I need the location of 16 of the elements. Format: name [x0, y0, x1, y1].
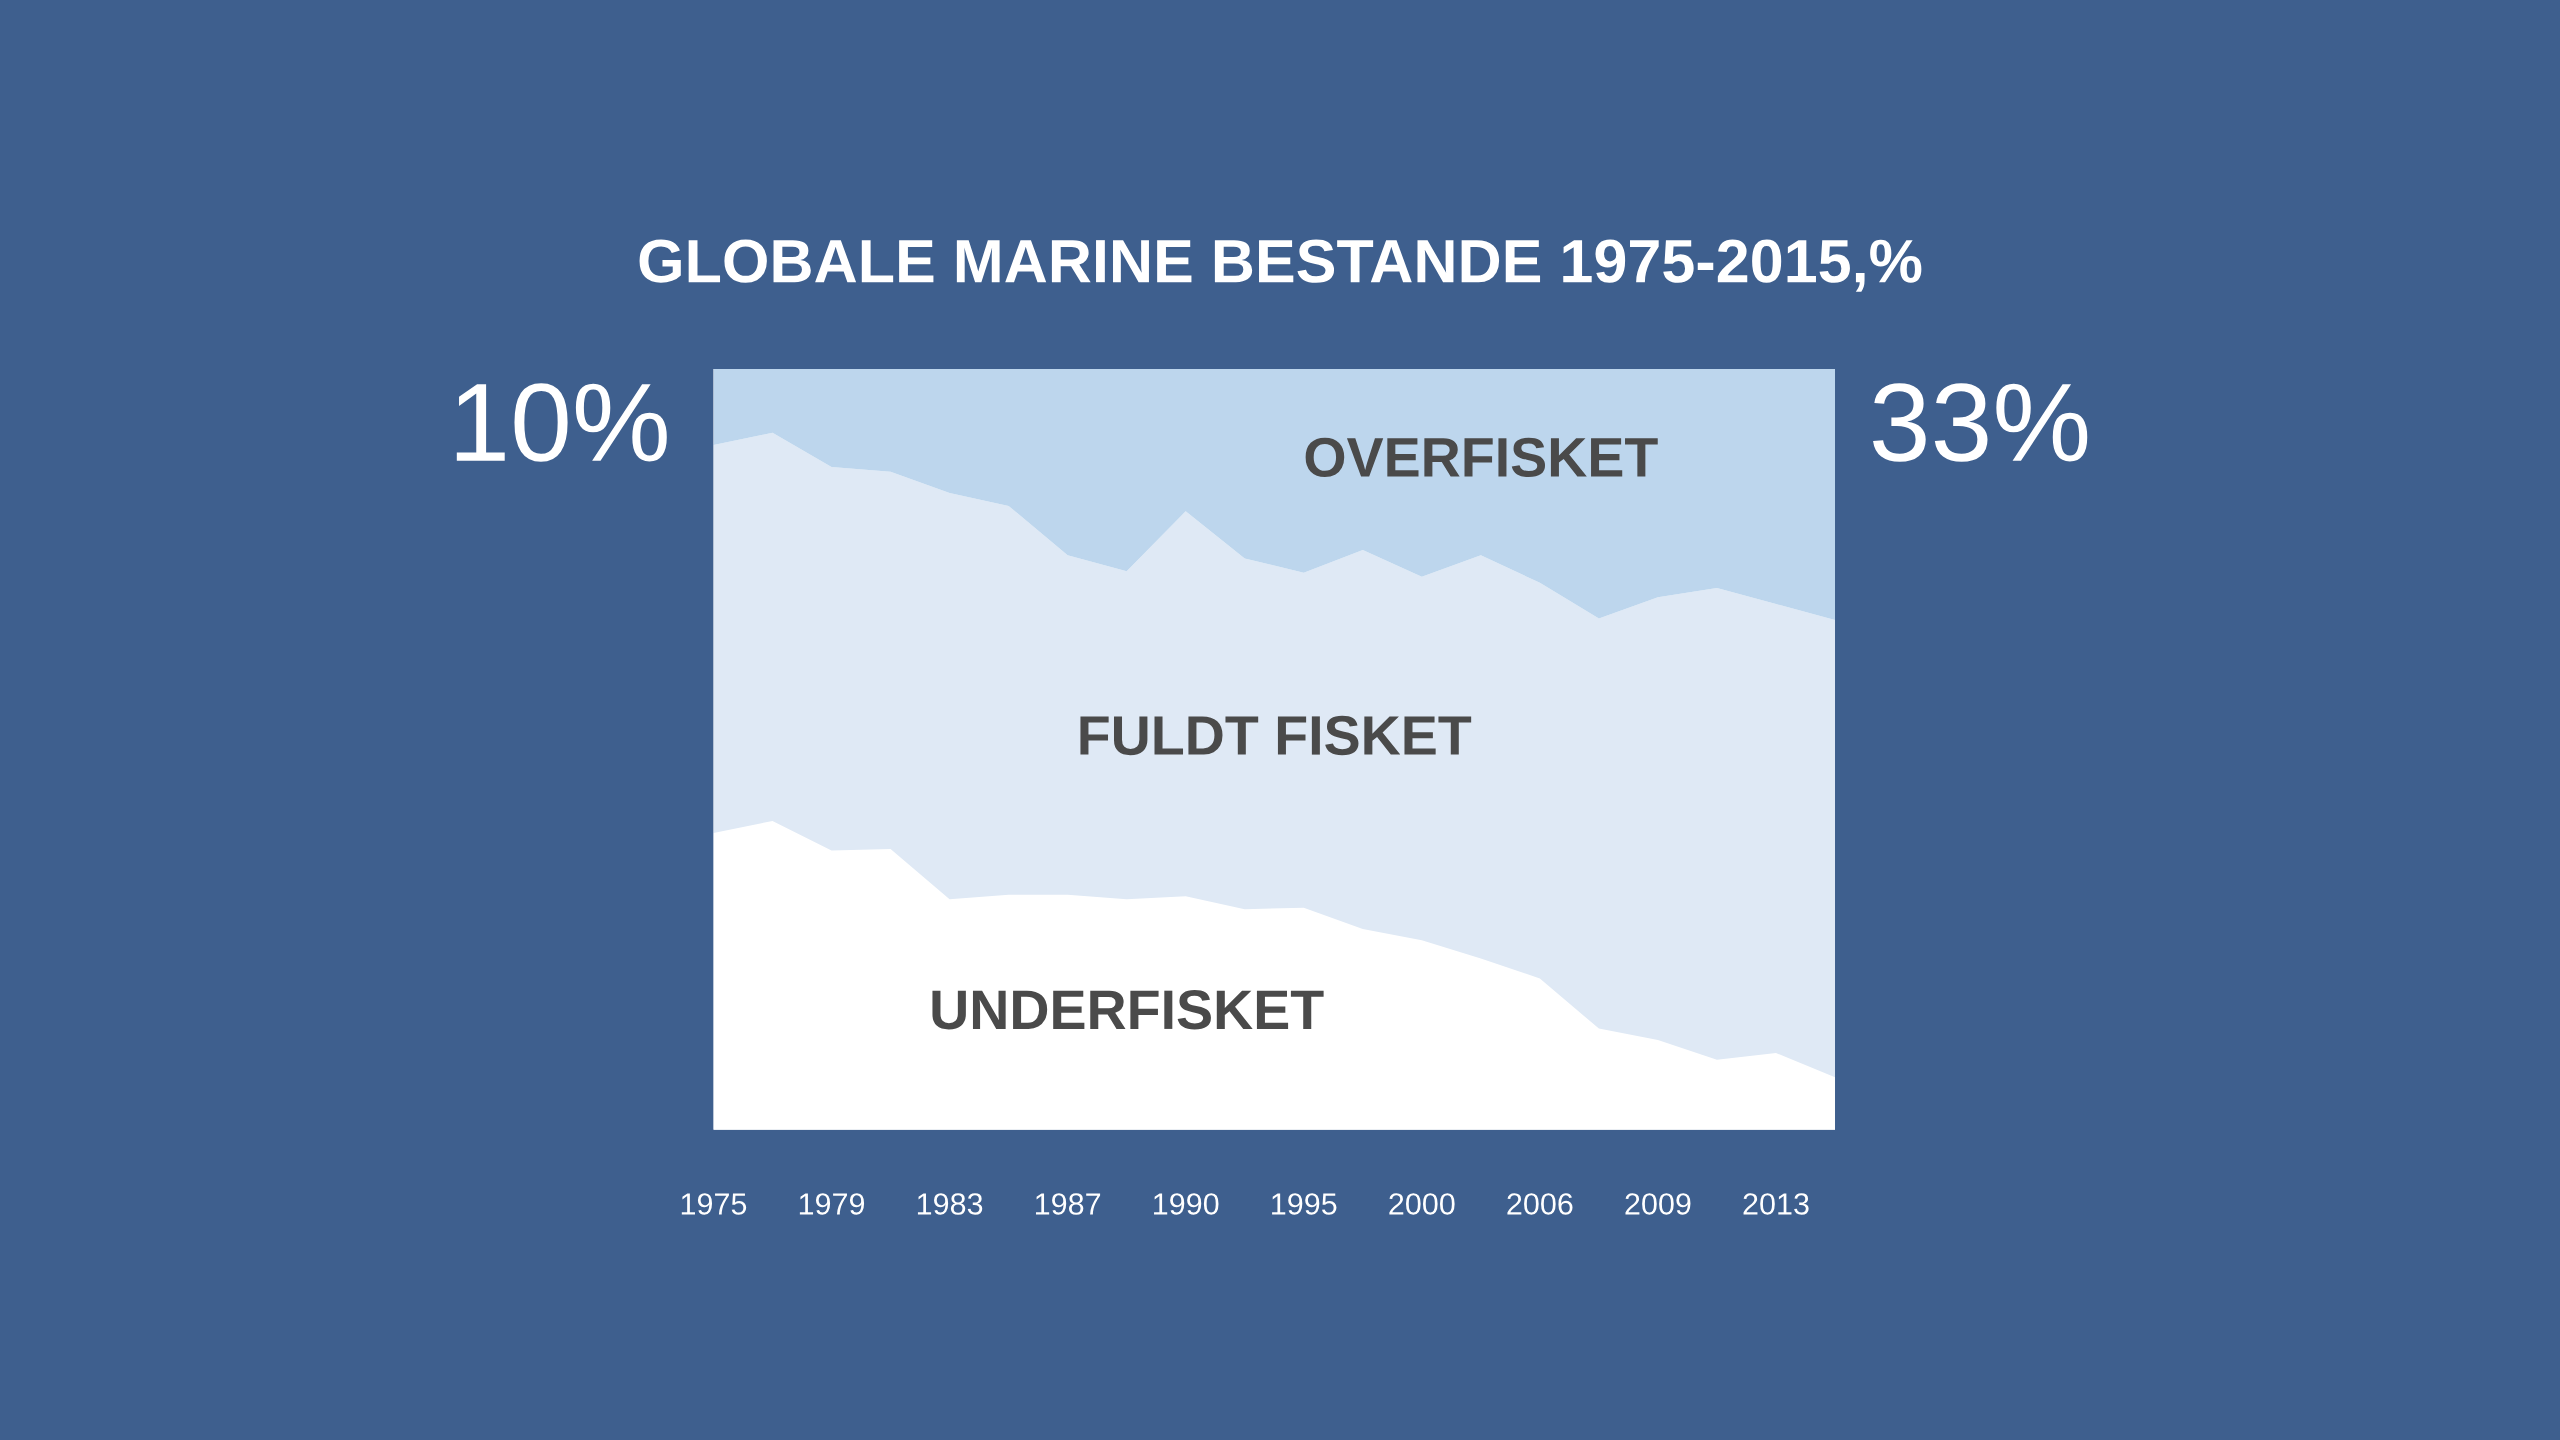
text: 10% [456, 383, 667, 462]
x-tick-label: 1975 [681, 1193, 747, 1215]
x-tick-label: 2006 [1507, 1193, 1573, 1215]
series-label: OVERFISKET [1305, 437, 1658, 478]
x-tick-label: 1990 [1154, 1193, 1219, 1215]
x-tick-label: 2009 [1625, 1193, 1691, 1215]
series-label: FULDT FISKET [1080, 715, 1472, 756]
x-tick-label: 1983 [917, 1193, 983, 1215]
text: 33% [1873, 383, 2088, 462]
x-tick-label: 1995 [1272, 1193, 1337, 1215]
x-tick-label: 2000 [1389, 1193, 1455, 1215]
x-tick-label: 1979 [799, 1193, 865, 1215]
chart-title: GLOBALE MARINE BESTANDE 1975-2015,% [639, 239, 1922, 292]
series-label: UNDERFISKET [932, 990, 1324, 1030]
x-tick-label: 1987 [1035, 1193, 1101, 1215]
x-tick-label: 2013 [1743, 1193, 1809, 1215]
